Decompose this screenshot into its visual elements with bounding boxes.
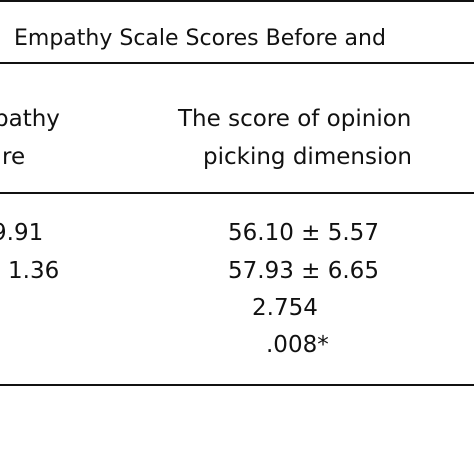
table-title: Empathy Scale Scores Before and [14, 26, 386, 51]
cell: .008* [266, 332, 329, 358]
header-bottom-rule [0, 192, 474, 194]
column-header: pathy [0, 106, 60, 132]
cell: 1.36 [8, 258, 60, 284]
cell: 2.754 [252, 295, 318, 321]
header-top-rule [0, 62, 474, 64]
cell: 56.10 ± 5.57 [228, 220, 379, 246]
bottom-rule [0, 384, 474, 386]
column-header: picking dimension [203, 144, 412, 170]
column-header: re [2, 144, 26, 170]
cell: 57.93 ± 6.65 [228, 258, 379, 284]
column-header: The score of opinion [178, 106, 412, 132]
top-rule [0, 0, 474, 2]
cell: 9.91 [0, 220, 44, 246]
